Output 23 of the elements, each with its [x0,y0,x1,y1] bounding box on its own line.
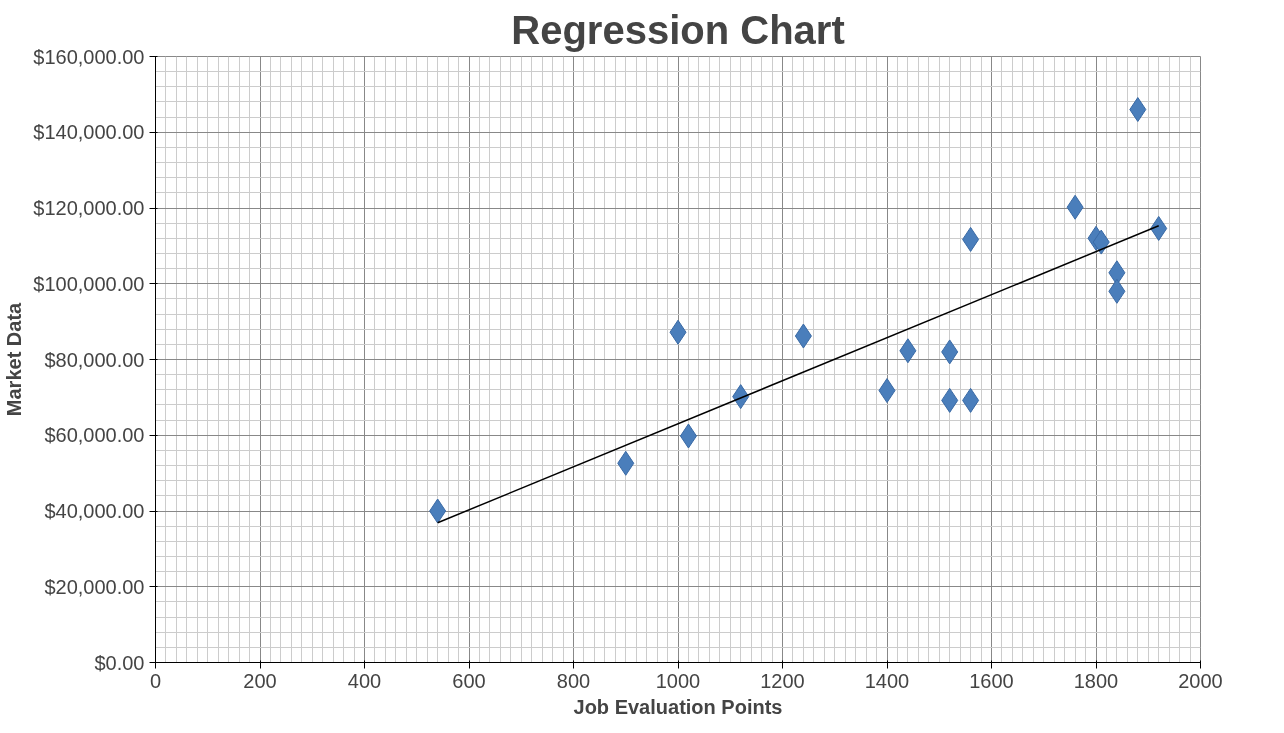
x-tick-label: 1600 [969,669,1014,692]
x-tick-label: 2000 [1178,669,1223,692]
x-tick-label: 200 [243,669,277,692]
x-tick-label: 1200 [760,669,805,692]
x-tick-label: 400 [347,669,382,692]
x-tick-label: 1400 [864,669,910,692]
x-tick-label: 1000 [655,669,701,692]
x-tick-label: 0 [149,669,162,692]
x-tick-label: 1800 [1073,669,1119,692]
y-tick-label: $0.00 [94,651,145,674]
y-tick-label: $60,000.00 [44,424,145,447]
y-tick-label: $80,000.00 [44,348,145,371]
y-tick-label: $40,000.00 [44,500,145,522]
y-tick-label: $120,000.00 [33,197,145,219]
y-tick-label: $100,000.00 [33,272,145,295]
y-tick-label: $160,000.00 [33,45,145,68]
x-tick-label: 800 [556,669,591,692]
y-tick-label: $20,000.00 [44,575,145,598]
x-axis-title: Job Evaluation Points [573,695,783,718]
y-tick-label: $140,000.00 [33,121,145,144]
y-axis-title: Market Data [3,301,26,417]
x-tick-label: 600 [452,669,486,692]
chart-title: Regression Chart [511,7,845,52]
